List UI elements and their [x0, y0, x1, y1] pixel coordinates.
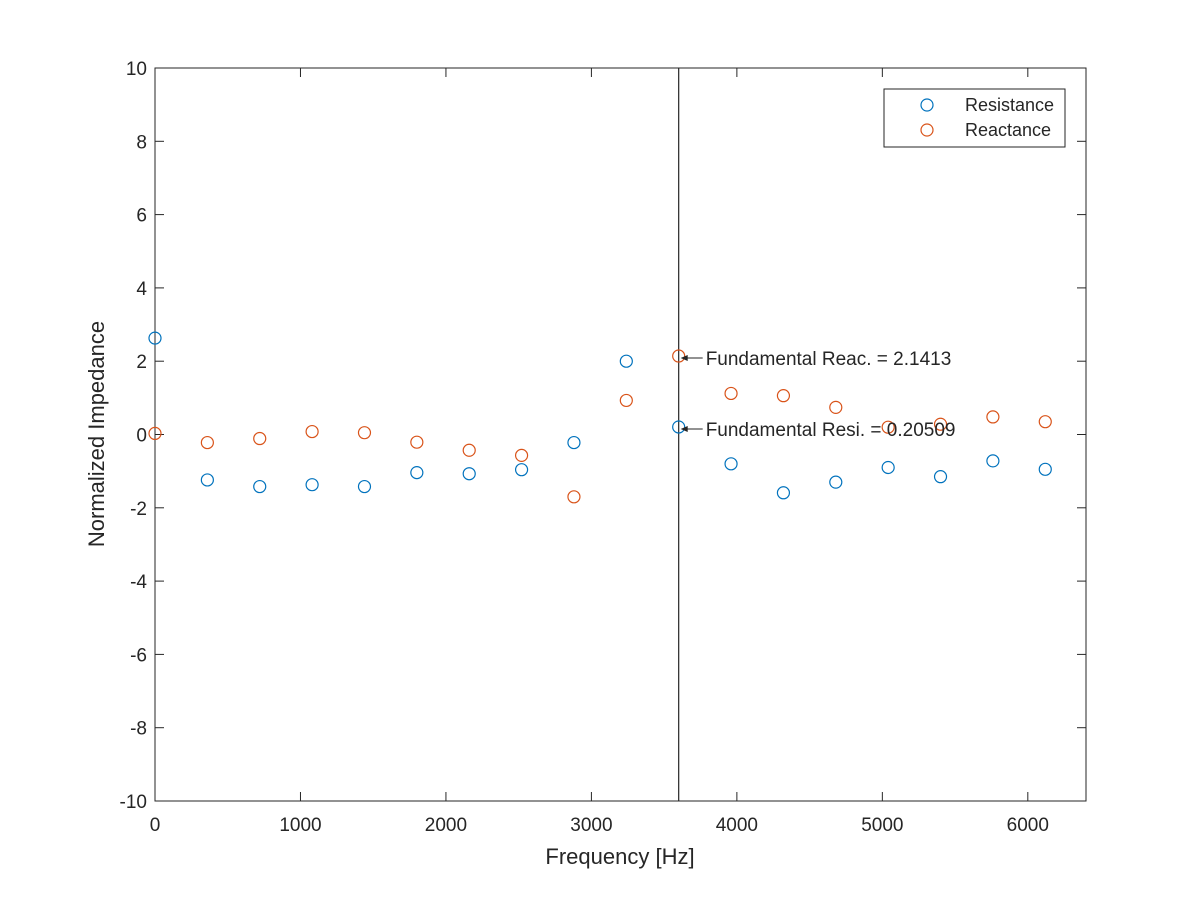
legend-marker-resistance	[920, 98, 934, 112]
reactance-point	[881, 420, 895, 434]
reactance-point	[305, 424, 319, 439]
x-axis-label: Frequency [Hz]	[545, 844, 694, 869]
y-tick-label: -2	[130, 499, 147, 520]
resistance-point	[462, 467, 476, 481]
reactance-point	[462, 443, 476, 457]
reactance-point	[724, 386, 738, 401]
x-tick-label: 4000	[716, 815, 758, 836]
x-tick-label: 3000	[570, 815, 612, 836]
annotations: Fundamental Reac. = 2.1413 Fundamental Re…	[680, 349, 956, 441]
reactance-point	[253, 431, 267, 446]
x-tick-label: 0	[150, 815, 161, 836]
annotation-arrowhead	[680, 355, 688, 362]
resistance-point	[619, 354, 633, 368]
resistance-point	[567, 435, 581, 450]
legend-marker-reactance	[920, 123, 934, 137]
x-tick-label: 5000	[861, 815, 903, 836]
reactance-point	[829, 400, 843, 414]
x-tick-label: 1000	[279, 815, 321, 836]
legend-label-resistance: Resistance	[965, 95, 1054, 115]
x-tick-label: 2000	[425, 815, 467, 836]
reactance-point	[933, 417, 948, 431]
resistance-point	[253, 479, 267, 494]
data-points	[148, 331, 1052, 504]
reactance-point	[514, 448, 529, 462]
reactance-point	[776, 389, 791, 403]
reactance-point	[200, 435, 214, 450]
y-tick-label: 6	[136, 206, 147, 227]
resistance-point	[305, 478, 319, 492]
resistance-point	[357, 479, 372, 494]
axis-ticks: 0 1000 2000 3000 4000 5000 6000 -10 -8 -6 -4 -2 0 2 4 6…	[120, 59, 1086, 836]
y-axis-label: Normalized Impedance	[84, 321, 109, 547]
resistance-point	[410, 466, 424, 480]
annotation-arrowhead	[680, 425, 688, 432]
resistance-point	[933, 470, 948, 484]
resistance-point	[200, 473, 214, 487]
y-tick-label: -4	[130, 572, 147, 593]
resistance-point	[776, 486, 791, 500]
reactance-point	[986, 410, 1000, 424]
resistance-point	[881, 460, 895, 475]
reactance-point	[410, 435, 424, 449]
resistance-point	[724, 457, 738, 471]
y-tick-label: 4	[136, 279, 147, 300]
y-tick-label: -6	[130, 645, 147, 666]
resistance-point	[829, 475, 843, 489]
resistance-point	[148, 331, 162, 345]
reactance-point	[148, 426, 162, 441]
reactance-point	[567, 490, 581, 504]
y-tick-label: 2	[136, 352, 147, 373]
resistance-point	[1038, 462, 1052, 476]
annotation-label: Fundamental Reac. = 2.1413	[706, 349, 952, 370]
y-tick-label: 8	[136, 132, 147, 153]
reactance-point	[1038, 415, 1052, 429]
axes-box	[154, 67, 1087, 802]
y-tick-label: -8	[130, 719, 147, 740]
annotation-label: Fundamental Resi. = 0.20509	[706, 420, 956, 441]
plot-area: 0 1000 2000 3000 4000 5000 6000 -10 -8 -6 -4 -2 0 2 4 6…	[120, 59, 1087, 836]
y-tick-label: 10	[126, 59, 147, 80]
legend: Resistance Reactance	[883, 88, 1066, 148]
resistance-point	[672, 420, 686, 434]
resistance-point	[514, 463, 529, 477]
reactance-point	[619, 393, 633, 408]
y-tick-label: 0	[136, 426, 147, 447]
reactance-point	[357, 426, 372, 440]
resistance-point	[986, 454, 1000, 468]
reactance-point	[672, 349, 686, 363]
y-tick-label: -10	[120, 792, 147, 813]
legend-label-reactance: Reactance	[965, 120, 1051, 140]
x-tick-label: 6000	[1007, 815, 1049, 836]
legend-box	[883, 88, 1066, 148]
